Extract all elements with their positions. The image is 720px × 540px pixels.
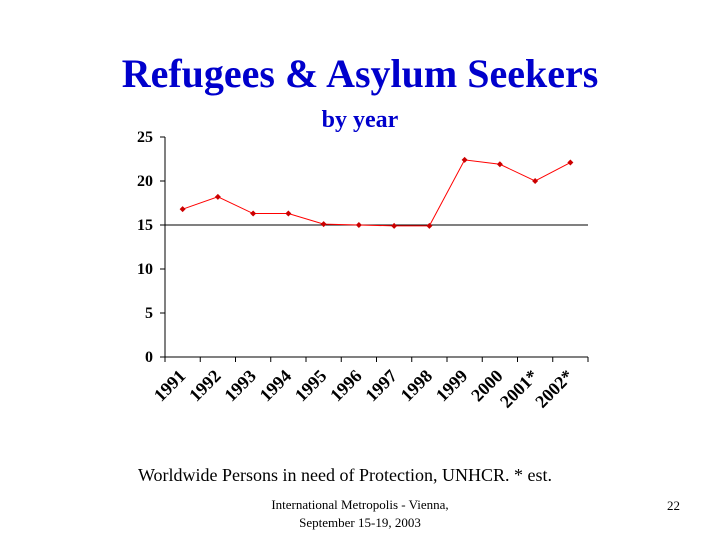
y-tick-label: 15 bbox=[137, 217, 153, 234]
data-point bbox=[391, 222, 398, 229]
x-category-label: 1999 bbox=[432, 366, 472, 406]
data-point bbox=[567, 159, 574, 166]
data-point bbox=[355, 222, 362, 228]
x-category-label: 1991 bbox=[150, 366, 190, 406]
x-category-label: 1998 bbox=[397, 366, 437, 406]
x-category-label: 1993 bbox=[220, 366, 260, 406]
footer-line-2: September 15-19, 2003 bbox=[299, 515, 421, 530]
x-category-label: 1994 bbox=[256, 366, 296, 406]
data-point bbox=[320, 221, 327, 228]
y-tick-label: 20 bbox=[137, 173, 153, 190]
x-category-label: 1992 bbox=[185, 366, 225, 406]
x-axis: 1991199219931994199519961997199819992000… bbox=[150, 356, 589, 412]
data-point bbox=[250, 210, 257, 217]
y-axis: 0 5 10 15 20 25 bbox=[137, 129, 166, 366]
x-category-label: 1995 bbox=[291, 366, 331, 406]
page-number: 22 bbox=[667, 498, 680, 513]
y-tick-label: 5 bbox=[145, 305, 153, 322]
data-point bbox=[426, 222, 433, 229]
y-tick-label: 10 bbox=[137, 261, 153, 278]
x-category-label: 2001* bbox=[496, 366, 542, 412]
data-point bbox=[532, 178, 539, 184]
x-category-label: 1997 bbox=[361, 366, 401, 406]
footer-line-1: International Metropolis - Vienna, bbox=[271, 497, 449, 512]
chart-subtitle: by year bbox=[321, 107, 399, 133]
data-point bbox=[285, 210, 292, 217]
slide-title: Refugees & Asylum Seekers bbox=[121, 51, 599, 96]
x-category-label: 1996 bbox=[326, 366, 366, 406]
data-point bbox=[461, 156, 468, 163]
slide-footer: International Metropolis - Vienna, Septe… bbox=[230, 496, 490, 532]
data-point bbox=[496, 161, 503, 168]
series-line bbox=[182, 159, 571, 227]
x-category-label: 2002* bbox=[531, 366, 577, 412]
y-tick-label: 0 bbox=[145, 349, 153, 366]
data-point bbox=[179, 206, 186, 213]
data-series bbox=[179, 156, 574, 229]
chart-caption: Worldwide Persons in need of Protection,… bbox=[138, 465, 552, 485]
y-tick-label: 25 bbox=[137, 129, 153, 146]
data-point bbox=[214, 193, 221, 200]
